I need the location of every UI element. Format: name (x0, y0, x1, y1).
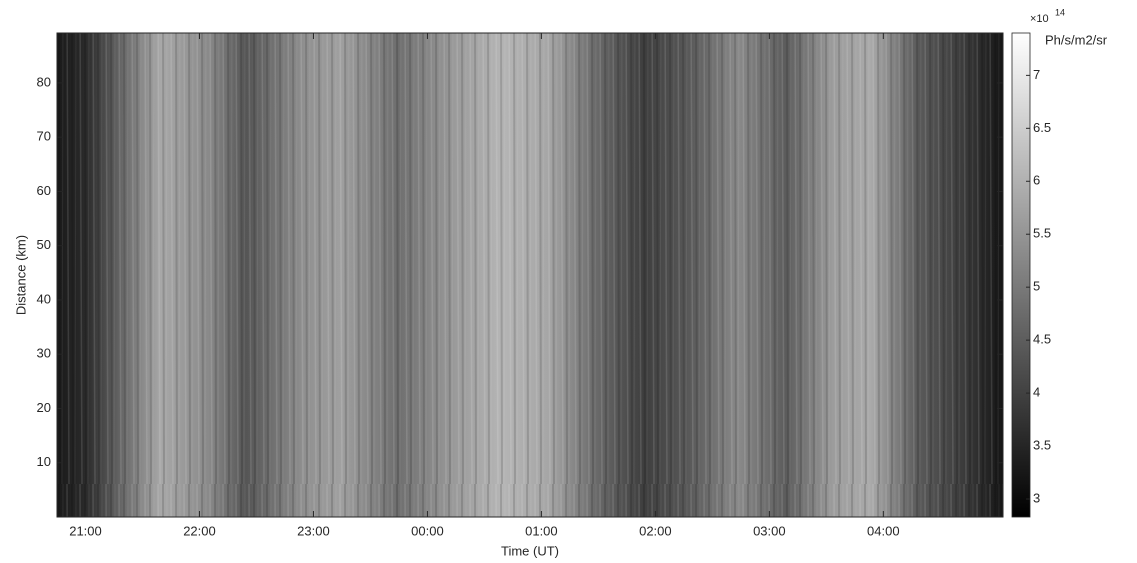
colorbar-tick-label: 4.5 (1033, 332, 1051, 347)
y-tick-label: 50 (37, 237, 51, 252)
y-tick-label: 80 (37, 74, 51, 89)
x-tick-label: 22:00 (183, 523, 216, 538)
colorbar-tick-label: 3.5 (1033, 437, 1051, 452)
colorbar (1011, 32, 1031, 518)
colorbar-tick-label: 5 (1033, 279, 1040, 294)
x-tick-label: 21:00 (69, 523, 102, 538)
x-tick-label: 01:00 (525, 523, 558, 538)
x-tick-label: 04:00 (867, 523, 900, 538)
plot-frame (56, 32, 1004, 518)
y-axis-label: Distance (km) (13, 235, 28, 315)
x-tick-label: 00:00 (411, 523, 444, 538)
colorbar-tick-label: 5.5 (1033, 226, 1051, 241)
heatmap-image (57, 33, 1003, 517)
x-tick-label: 03:00 (753, 523, 786, 538)
colorbar-tick-label: 6.5 (1033, 120, 1051, 135)
colorbar-tick-label: 6 (1033, 173, 1040, 188)
colorbar-unit: Ph/s/m2/sr (1045, 32, 1108, 47)
y-tick-label: 70 (37, 129, 51, 144)
colorbar-tick-label: 7 (1033, 67, 1040, 82)
colorbar-tick-label: 4 (1033, 385, 1040, 400)
y-tick-label: 30 (37, 346, 51, 361)
y-tick-label: 40 (37, 291, 51, 306)
x-tick-label: 23:00 (297, 523, 330, 538)
x-tick-label: 02:00 (639, 523, 672, 538)
y-tick-label: 20 (37, 400, 51, 415)
x-axis-label: Time (UT) (501, 543, 559, 558)
y-tick-label: 60 (37, 183, 51, 198)
colorbar-power: 14 (1055, 7, 1065, 17)
y-tick-label: 10 (37, 454, 51, 469)
colorbar-scale: ×10 (1030, 13, 1049, 25)
heatmap-texture (57, 33, 1003, 517)
colorbar-tick-label: 3 (1033, 490, 1040, 505)
